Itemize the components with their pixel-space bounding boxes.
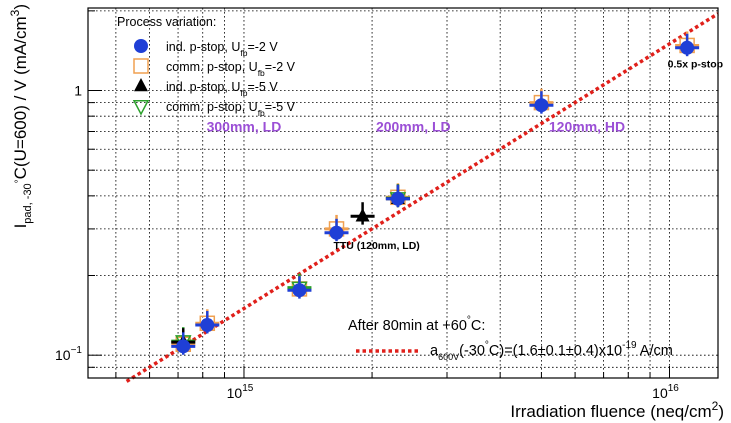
legend-marker [134, 39, 148, 53]
legend-marker [132, 100, 150, 116]
legend: Process variation: ind. p-stop, Ufb=-2 V c… [117, 15, 296, 118]
data-point [200, 318, 215, 333]
x-tick-label: 1015 [227, 383, 254, 401]
axis-ticks: 1015 1016 10−1 1 [55, 10, 679, 401]
data-point-group [171, 332, 196, 355]
legend-marker [134, 77, 148, 92]
annotations: 300mm, LD 200mm, LD 120mm, HD TTU (120mm, L… [207, 59, 723, 252]
data-point [355, 208, 370, 222]
x-tick-label: 1016 [652, 383, 679, 401]
y-axis-title: Ipad, -30°C(U=600) / V (mA/cm3) [8, 4, 34, 228]
point-annotation: TTU (120mm, LD) [333, 240, 419, 252]
data-point [176, 339, 191, 354]
legend-entry: ind. p-stop, Ufb=-5 V [134, 77, 278, 98]
fit-line [125, 12, 719, 383]
legend-entry: ind. p-stop, Ufb=-2 V [134, 39, 278, 58]
data-point [534, 98, 549, 113]
data-point-group [287, 276, 312, 299]
legend-entry: comm. p-stop, Ufb=-5 V [132, 100, 296, 118]
grid [88, 8, 718, 378]
data-point-group [350, 202, 375, 225]
plot-frame [87, 7, 719, 379]
data-point-group [675, 33, 700, 57]
data-point-group [324, 218, 349, 242]
legend-label: ind. p-stop, Ufb=-5 V [166, 80, 278, 98]
data-point [329, 225, 344, 240]
data-point [292, 283, 307, 298]
region-label: 300mm, LD [207, 119, 282, 135]
x-axis-title: Irradiation fluence (neq/cm2) [510, 399, 724, 421]
data-point [680, 40, 695, 55]
legend-label: comm. p-stop, Ufb=-2 V [166, 60, 296, 78]
region-label: 200mm, LD [376, 119, 451, 135]
legend-entry: comm. p-stop, Ufb=-2 V [133, 58, 296, 78]
data-point [390, 191, 405, 206]
legend-marker [133, 58, 149, 74]
data-point-group [385, 184, 410, 208]
fit-label-formula: a600V(-30°C)=(1.6±0.1±0.4)x10-19 A/cm [430, 340, 673, 362]
fit-line-layer [125, 12, 719, 383]
fit-label: After 80min at +60°C: a600V(-30°C)=(1.6±0… [348, 315, 673, 362]
legend-label: ind. p-stop, Ufb=-2 V [166, 40, 278, 58]
data-point-group [529, 91, 554, 114]
fit-label-header: After 80min at +60°C: [348, 315, 485, 334]
data-point-group [195, 311, 220, 334]
y-tick-label: 1 [74, 83, 82, 99]
legend-title: Process variation: [117, 15, 216, 29]
y-tick-label: 10−1 [55, 345, 82, 363]
point-annotation: 0.5x p-stop [668, 59, 723, 71]
legend-label: comm. p-stop, Ufb=-5 V [166, 100, 296, 118]
region-label: 120mm, HD [549, 119, 625, 135]
data-points [171, 31, 700, 355]
